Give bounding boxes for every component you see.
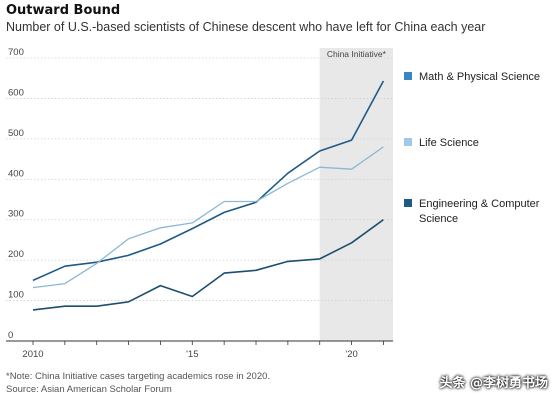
legend-label-2: Life Science [419,137,479,149]
x-tick-label: '20 [345,349,357,360]
chart-title: Outward Bound [6,3,121,18]
y-tick-label: 700 [8,47,24,58]
series-line-1 [32,80,385,282]
legend-swatch-3 [404,199,412,207]
series-line-3 [32,219,384,311]
x-tick-label: '15 [186,349,198,360]
y-tick-label: 200 [8,249,24,260]
legend-swatch-2 [404,138,412,146]
chart-subtitle: Number of U.S.-based scientists of Chine… [6,20,486,34]
legend-label-3: Engineering & Computer [419,198,540,210]
china-initiative-label: China Initiative* [327,49,387,59]
x-tick-label: 2010 [22,349,43,360]
y-tick-label: 400 [8,168,24,179]
chart-source: Source: Asian American Scholar Forum [6,384,172,395]
china-initiative-shade [319,48,393,341]
y-tick-label: 100 [8,290,24,301]
legend-label-3-cont: Science [419,213,458,225]
watermark-text: 头条 @李树勇书场 [439,376,548,391]
series-line-2 [32,146,384,289]
legend-swatch-1 [404,72,412,80]
y-tick-label: 500 [8,128,24,139]
chart-note: *Note: China Initiative cases targeting … [6,371,271,382]
y-tick-label: 300 [8,209,24,220]
y-tick-label: 0 [8,330,13,341]
legend-label-1: Math & Physical Science [419,71,540,83]
y-tick-label: 600 [8,87,24,98]
